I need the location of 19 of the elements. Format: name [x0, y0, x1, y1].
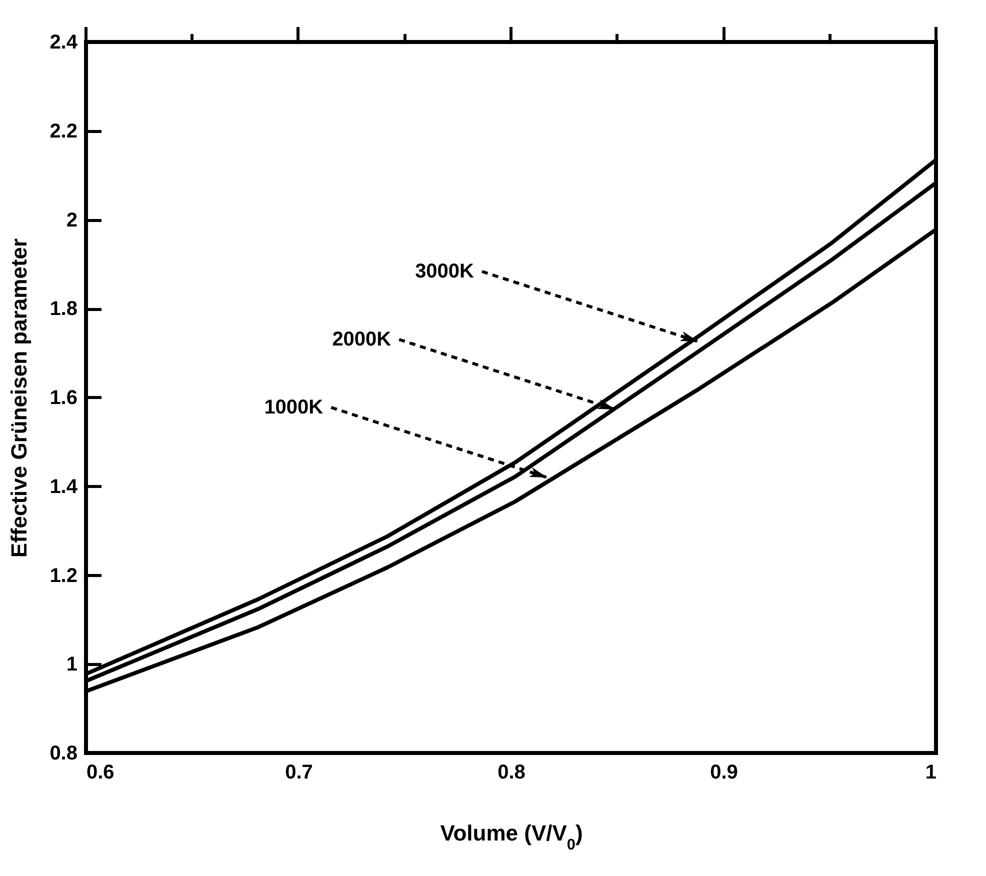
- y-tick-label: 2.4: [50, 32, 78, 54]
- x-tick-label: 0.8: [498, 762, 526, 784]
- y-tick-label: 0.8: [50, 742, 78, 764]
- annotation: 2000K: [332, 328, 392, 350]
- annotation: 1000K: [264, 396, 324, 418]
- x-axis-title: Volume (V/V$_{0}$): [440, 820, 583, 853]
- y-tick-label: 2: [66, 209, 78, 232]
- y-axis-title: Effective Grüneisen parameter: [6, 238, 32, 558]
- x-tick-label: 0.7: [285, 762, 313, 784]
- y-tick-label: 1.2: [50, 564, 78, 587]
- y-tick-label: 1.8: [50, 298, 78, 320]
- y-tick-label: 1: [66, 654, 78, 676]
- x-tick-label: 0.6: [86, 762, 114, 784]
- annotation: 3000K: [415, 260, 475, 283]
- y-tick-label: 1.4: [50, 476, 78, 498]
- x-tick-label: 1: [925, 762, 936, 784]
- y-tick-label: 2.2: [50, 120, 78, 142]
- y-tick-label: 1.6: [50, 387, 78, 409]
- x-tick-label: 0.9: [710, 762, 738, 784]
